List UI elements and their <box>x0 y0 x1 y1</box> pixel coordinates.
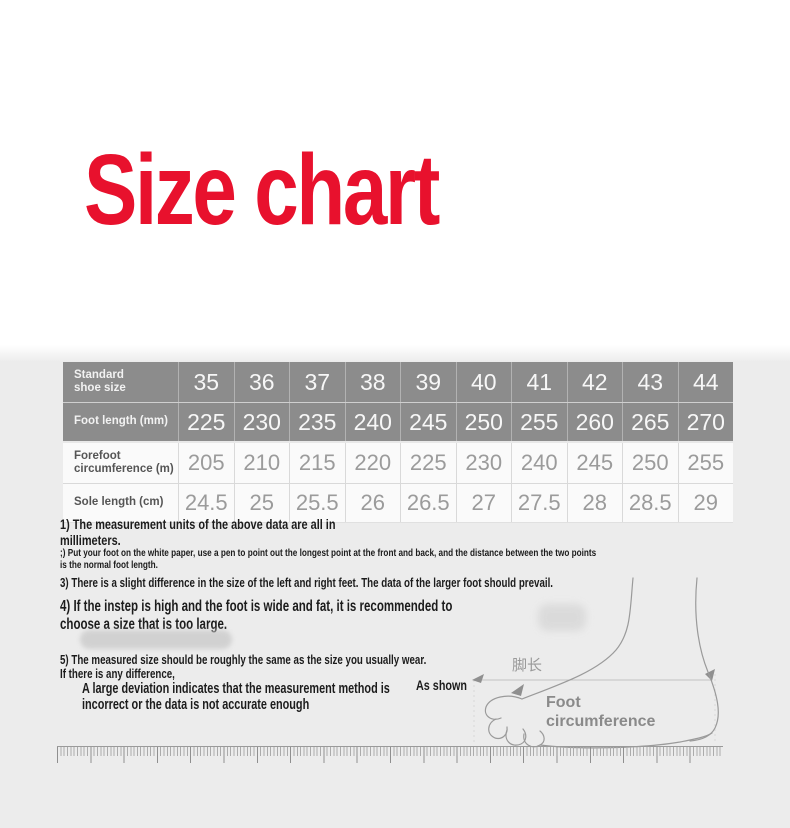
table-cell: 42 <box>567 362 622 402</box>
table-cell: 35 <box>179 362 234 402</box>
table-cell: 250 <box>623 443 678 483</box>
note-2: ;) Put your foot on the white paper, use… <box>60 548 597 571</box>
erased-watermark-blob <box>538 604 586 631</box>
size-table: Standard shoe size 35 36 37 38 39 40 41 42 43 44 Fo… <box>63 362 733 523</box>
table-cell: 255 <box>678 443 733 483</box>
table-cell: 38 <box>345 362 400 402</box>
row-header: Forefoot circumference (m) <box>63 443 178 483</box>
ruler <box>57 746 723 767</box>
table-cell: 250 <box>456 403 511 441</box>
big-toe-line <box>484 695 523 720</box>
table-cell: 37 <box>290 362 345 402</box>
table-cell: 245 <box>401 403 456 441</box>
table-cell: 27 <box>456 484 511 522</box>
table-cell: 28 <box>567 484 622 522</box>
table-cell: 40 <box>456 362 511 402</box>
table-cell: 26 <box>345 484 400 522</box>
note-1: 1) The measurement units of the above da… <box>60 516 336 548</box>
table-row: Foot length (mm) 225 230 235 240 245 250 255 260… <box>63 403 733 443</box>
table-cell: 240 <box>345 403 400 441</box>
table-cell: 36 <box>234 362 289 402</box>
back-leg-heel-line <box>689 577 719 742</box>
table-cell: 255 <box>512 403 567 441</box>
table-cell: 235 <box>290 403 345 441</box>
note-4: 4) If the instep is high and the foot is… <box>60 598 453 633</box>
table-cell: 29 <box>678 484 733 522</box>
note-3: 3) There is a slight difference in the s… <box>60 575 553 590</box>
row-header: Sole length (cm) <box>63 484 178 522</box>
foot-measurement-illustration: 脚长 Foot circumference <box>472 577 719 749</box>
table-cell: 210 <box>234 443 289 483</box>
table-cell: 270 <box>678 403 733 441</box>
toe-2-line <box>488 718 508 740</box>
table-row: Standard shoe size 35 36 37 38 39 40 41 42 43 44 <box>63 362 733 403</box>
foot-circumference-label-line1: Foot <box>546 694 581 711</box>
table-cell: 230 <box>234 403 289 441</box>
table-cell: 225 <box>401 443 456 483</box>
row-header: Foot length (mm) <box>63 403 178 441</box>
as-shown-label: As shown <box>416 678 468 693</box>
table-cell: 215 <box>290 443 345 483</box>
foot-length-label-zh: 脚长 <box>512 656 542 674</box>
table-cell: 44 <box>678 362 733 402</box>
table-cell: 25 <box>234 484 289 522</box>
erased-watermark-blob <box>80 630 232 649</box>
table-cell: 225 <box>179 403 234 441</box>
table-cell: 43 <box>623 362 678 402</box>
table-row: Forefoot circumference (m) 205 210 215 220 22… <box>63 443 733 484</box>
table-cell: 25.5 <box>290 484 345 522</box>
page-title: Size chart <box>84 134 440 246</box>
table-cell: 41 <box>512 362 567 402</box>
toe-3-line <box>505 728 527 746</box>
table-cell: 220 <box>345 443 400 483</box>
table-cell: 260 <box>567 403 622 441</box>
table-cell: 27.5 <box>512 484 567 522</box>
arrowhead-instep-icon <box>511 684 524 696</box>
toe-4-line <box>523 730 545 748</box>
table-cell: 28.5 <box>623 484 678 522</box>
table-cell: 240 <box>512 443 567 483</box>
front-leg-line <box>521 577 634 700</box>
table-cell: 26.5 <box>401 484 456 522</box>
arrowhead-left-icon <box>472 674 484 683</box>
row-header: Standard shoe size <box>63 362 178 402</box>
note-5-continued: A large deviation indicates that the mea… <box>82 681 390 713</box>
table-cell: 265 <box>623 403 678 441</box>
foot-circumference-label-line2: circumference <box>546 713 655 730</box>
table-cell: 24.5 <box>179 484 234 522</box>
table-cell: 205 <box>179 443 234 483</box>
table-cell: 39 <box>401 362 456 402</box>
table-cell: 245 <box>567 443 622 483</box>
table-cell: 230 <box>456 443 511 483</box>
table-row: Sole length (cm) 24.5 25 25.5 26 26.5 27 27.5 28… <box>63 484 733 523</box>
arrowhead-right-icon <box>705 669 715 681</box>
note-5: 5) The measured size should be roughly t… <box>60 653 427 681</box>
